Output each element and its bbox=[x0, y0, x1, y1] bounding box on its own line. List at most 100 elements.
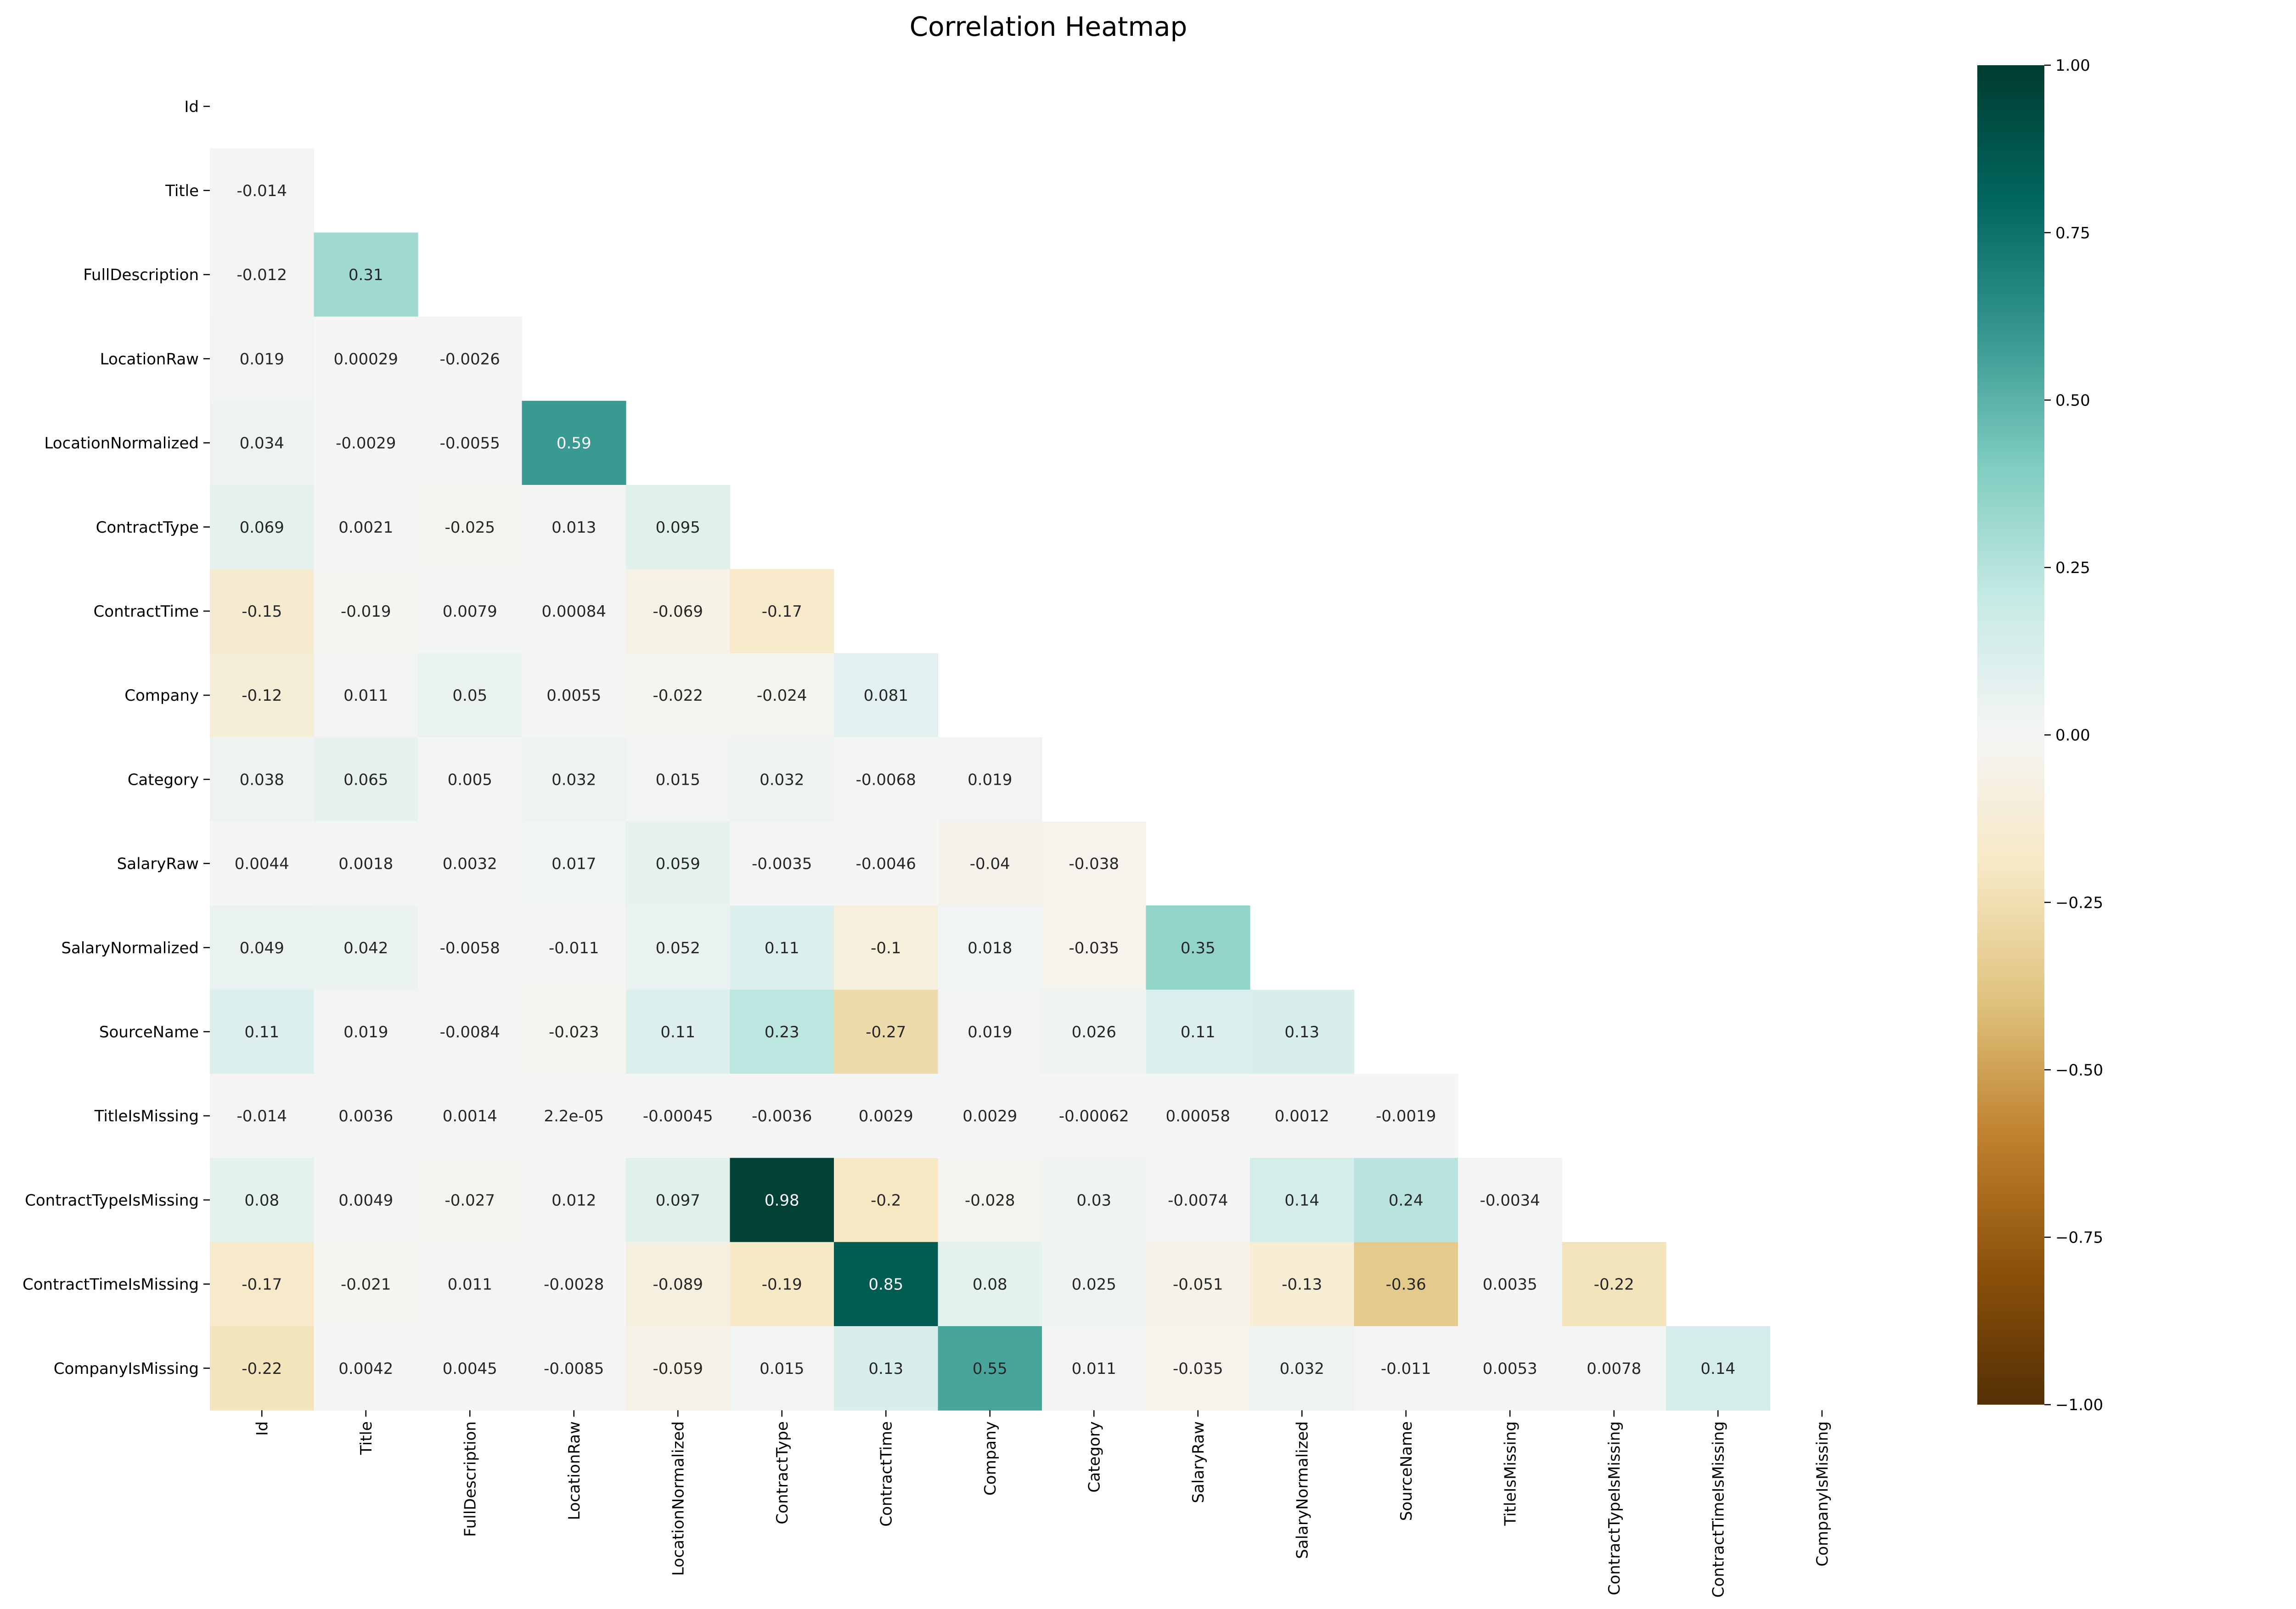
heatmap-cell bbox=[730, 1158, 834, 1243]
heatmap-cell bbox=[626, 1242, 731, 1327]
cell-value-label: 0.11 bbox=[1181, 1023, 1216, 1041]
x-tick-label: Company bbox=[981, 1421, 1000, 1496]
cell-value-label: 0.0079 bbox=[443, 602, 497, 621]
heatmap-cell bbox=[1354, 1326, 1458, 1411]
heatmap-cell bbox=[314, 1326, 418, 1411]
cell-value-label: -0.0035 bbox=[752, 855, 812, 873]
cell-value-label: 0.0036 bbox=[338, 1107, 393, 1125]
cell-value-label: -0.023 bbox=[549, 1023, 599, 1041]
heatmap-cell bbox=[522, 1242, 626, 1327]
heatmap-cell bbox=[210, 232, 315, 317]
heatmap-cell bbox=[418, 906, 523, 990]
heatmap-cell bbox=[626, 990, 731, 1074]
cell-value-label: -0.035 bbox=[1173, 1360, 1223, 1378]
heatmap-cell bbox=[210, 990, 315, 1074]
cell-value-label: -0.089 bbox=[653, 1276, 703, 1294]
cell-value-label: -0.17 bbox=[762, 602, 802, 621]
cell-value-label: 0.015 bbox=[760, 1360, 804, 1378]
heatmap-cell bbox=[730, 653, 834, 738]
y-tick-label: ContractType bbox=[96, 518, 199, 537]
heatmap-cell bbox=[314, 653, 418, 738]
cell-value-label: 0.0014 bbox=[443, 1107, 497, 1125]
colorbar-tick-label: −0.25 bbox=[2055, 894, 2103, 912]
x-tick-label: Category bbox=[1085, 1421, 1103, 1492]
y-tick-label: SalaryRaw bbox=[117, 855, 199, 873]
cell-value-label: 0.097 bbox=[656, 1191, 700, 1210]
y-tick-label: SalaryNormalized bbox=[61, 939, 199, 957]
x-tick-label: ContractTime bbox=[877, 1421, 895, 1526]
heatmap-cell bbox=[938, 906, 1042, 990]
heatmap-cell bbox=[1250, 1074, 1355, 1159]
heatmap-cell bbox=[314, 1074, 418, 1159]
heatmap-cell bbox=[834, 821, 939, 906]
heatmap-cell bbox=[938, 990, 1042, 1074]
heatmap-cell bbox=[522, 485, 626, 569]
heatmap-cell bbox=[834, 906, 939, 990]
cell-value-label: 0.026 bbox=[1072, 1023, 1116, 1041]
cell-value-label: 0.015 bbox=[656, 771, 700, 789]
cell-value-label: -0.028 bbox=[965, 1191, 1015, 1210]
heatmap-cell bbox=[314, 990, 418, 1074]
colorbar-tick-label: 0.50 bbox=[2055, 391, 2090, 410]
heatmap-cell bbox=[626, 737, 731, 822]
heatmap-cell bbox=[1250, 1158, 1355, 1243]
heatmap-cell bbox=[1666, 1326, 1771, 1411]
cell-value-label: 0.00029 bbox=[333, 350, 398, 368]
heatmap-cell bbox=[626, 569, 731, 653]
colorbar-tick-label: 0.75 bbox=[2055, 224, 2090, 242]
heatmap-cell bbox=[418, 1242, 523, 1327]
cell-value-label: 0.13 bbox=[868, 1360, 903, 1378]
cell-value-label: 0.0042 bbox=[338, 1360, 393, 1378]
y-tick-label: ContractTime bbox=[94, 602, 199, 621]
cell-value-label: 0.14 bbox=[1700, 1360, 1735, 1378]
heatmap-cell bbox=[626, 1158, 731, 1243]
cell-value-label: -0.0058 bbox=[440, 939, 500, 957]
heatmap-cell bbox=[1146, 1074, 1250, 1159]
heatmap-cell bbox=[834, 1158, 939, 1243]
heatmap-cell bbox=[1042, 990, 1147, 1074]
y-tick-label: ContractTimeIsMissing bbox=[23, 1276, 199, 1294]
cell-value-label: 0.019 bbox=[968, 1023, 1012, 1041]
cell-value-label: -0.021 bbox=[341, 1276, 391, 1294]
heatmap-cell bbox=[938, 821, 1042, 906]
heatmap-cell bbox=[522, 990, 626, 1074]
heatmap-cell bbox=[1458, 1326, 1563, 1411]
cell-value-label: -0.17 bbox=[242, 1276, 282, 1294]
cell-value-label: 0.0032 bbox=[443, 855, 497, 873]
cell-value-label: -0.012 bbox=[236, 266, 287, 284]
colorbar-tick-label: −0.50 bbox=[2055, 1061, 2103, 1080]
heatmap-cell bbox=[210, 1242, 315, 1327]
heatmap-cell bbox=[626, 1326, 731, 1411]
heatmap-cell bbox=[938, 1326, 1042, 1411]
heatmap-cell bbox=[938, 1242, 1042, 1327]
x-tick-label: SalaryNormalized bbox=[1293, 1421, 1311, 1559]
heatmap-cell bbox=[418, 485, 523, 569]
heatmap-cell bbox=[522, 653, 626, 738]
heatmap-cell bbox=[938, 1158, 1042, 1243]
heatmap-cell bbox=[418, 316, 523, 401]
cell-value-label: -0.024 bbox=[757, 686, 807, 705]
heatmap-cell bbox=[522, 1158, 626, 1243]
heatmap-cell bbox=[314, 316, 418, 401]
cell-value-label: 0.08 bbox=[244, 1191, 279, 1210]
cell-value-label: -0.051 bbox=[1173, 1276, 1223, 1294]
heatmap-cell bbox=[210, 906, 315, 990]
heatmap-cell bbox=[1458, 1158, 1563, 1243]
colorbar-tick-label: −0.75 bbox=[2055, 1229, 2103, 1247]
heatmap-cell bbox=[1562, 1326, 1666, 1411]
cell-value-label: -0.0036 bbox=[752, 1107, 812, 1125]
chart-title: Correlation Heatmap bbox=[910, 11, 1187, 42]
heatmap-cell bbox=[1354, 1158, 1458, 1243]
cell-value-label: 0.0045 bbox=[443, 1360, 497, 1378]
y-tick-label: FullDescription bbox=[83, 266, 199, 284]
cell-value-label: -0.014 bbox=[236, 182, 287, 200]
heatmap-cell bbox=[210, 1074, 315, 1159]
cell-value-label: 0.11 bbox=[660, 1023, 695, 1041]
x-tick-label: SourceName bbox=[1397, 1421, 1416, 1521]
cell-value-label: -0.22 bbox=[242, 1360, 282, 1378]
cell-value-label: -0.00062 bbox=[1059, 1107, 1129, 1125]
heatmap-cell bbox=[626, 1074, 731, 1159]
y-tick-label: LocationNormalized bbox=[44, 434, 199, 453]
heatmap-cell bbox=[1146, 990, 1250, 1074]
